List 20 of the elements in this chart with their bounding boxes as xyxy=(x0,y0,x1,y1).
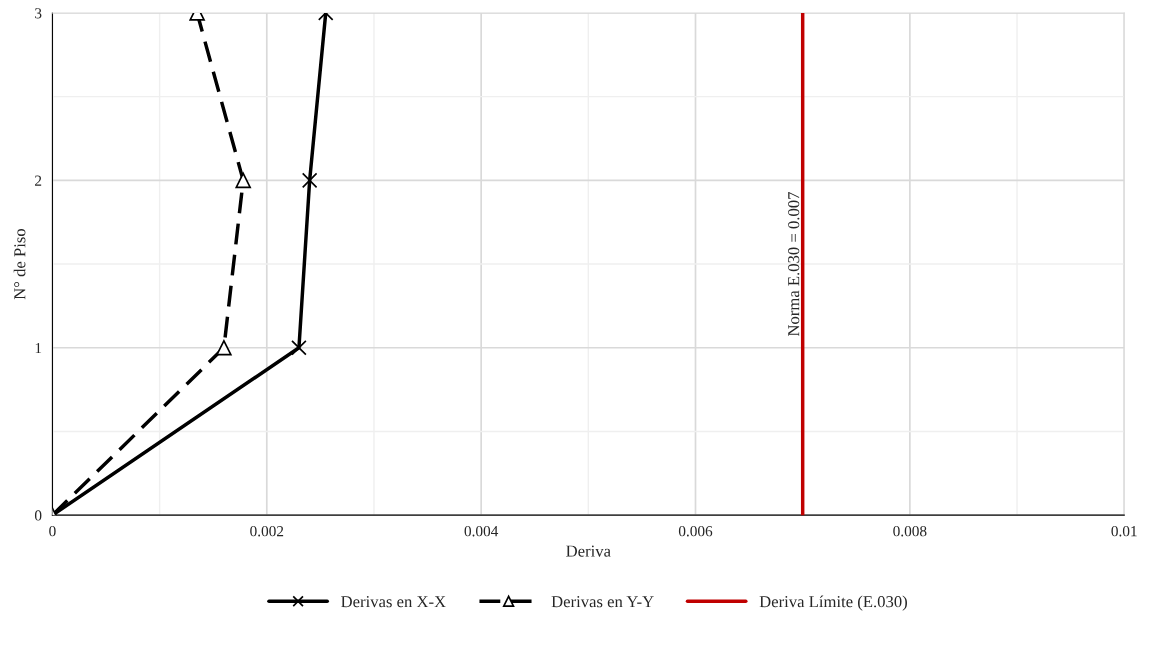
y-tick-label: 2 xyxy=(35,175,42,186)
point xyxy=(216,339,232,356)
x-tick-label: 0.01 xyxy=(1111,526,1137,537)
point xyxy=(291,339,307,356)
point xyxy=(235,172,251,189)
y-axis-title: N° de Piso xyxy=(13,228,26,300)
point xyxy=(301,172,318,189)
x-axis-title: Deriva xyxy=(566,545,611,557)
x-tick-label: 0.008 xyxy=(893,526,927,537)
annotation: Norma E.030 = 0.007 xyxy=(788,192,800,337)
legend-label: Deriva Límite (E.030) xyxy=(759,595,907,611)
legend-label: Derivas en X-X xyxy=(341,596,446,608)
x-tick-label: 0.006 xyxy=(678,526,713,537)
x-tick-label: 0 xyxy=(49,526,56,537)
y-tick-label: 0 xyxy=(34,510,42,521)
y-tick-label: 1 xyxy=(35,342,42,354)
x-tick-label: 0.004 xyxy=(464,526,499,537)
legend-label: Derivas en Y-Y xyxy=(551,596,654,608)
y-tick-label: 3 xyxy=(35,8,42,19)
x-tick-label: 0.002 xyxy=(250,526,284,537)
